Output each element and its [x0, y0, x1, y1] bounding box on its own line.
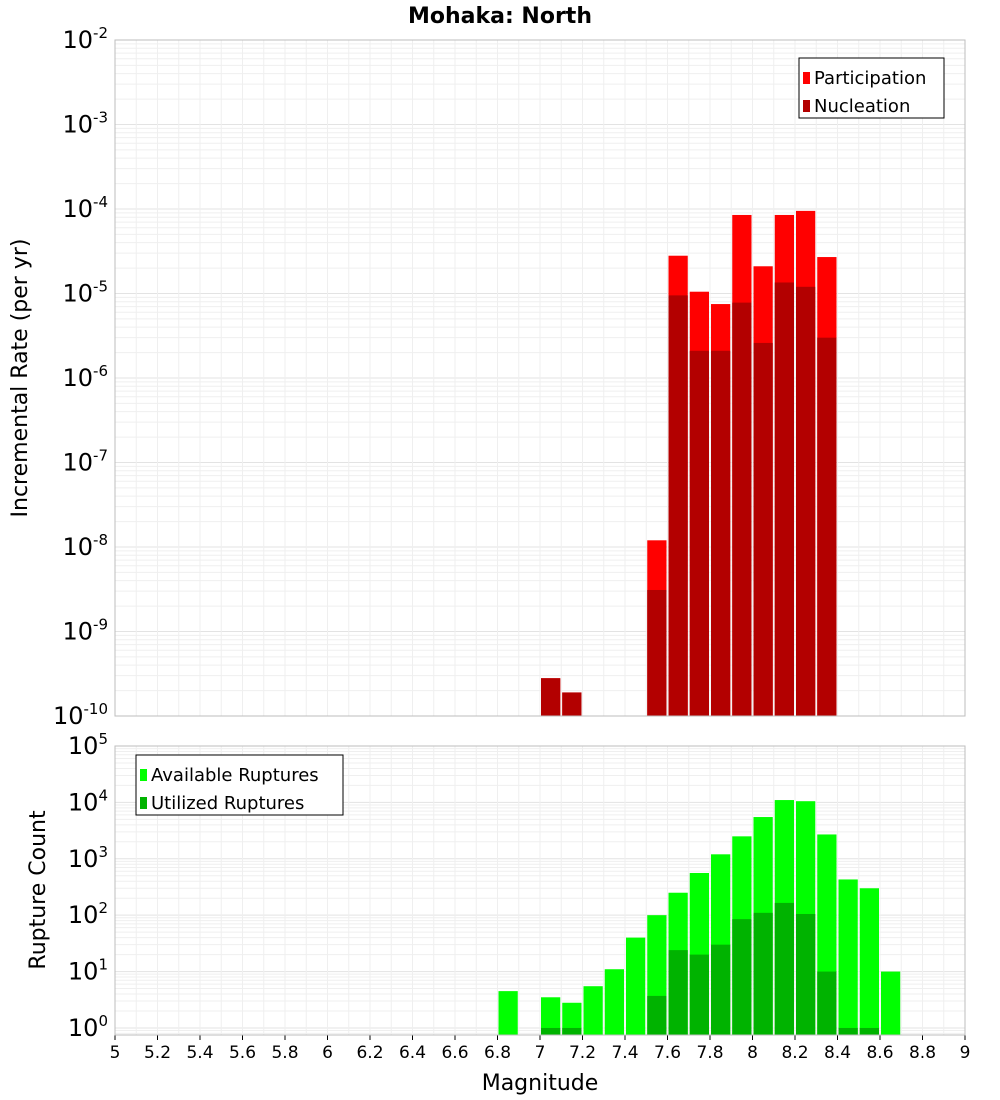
bottom-bar-b: [859, 1027, 879, 1035]
top-y-tick-label: 10-10: [53, 700, 108, 730]
x-tick-label: 5.4: [186, 1043, 213, 1063]
x-tick-label: 6.4: [399, 1043, 426, 1063]
bottom-bar-b: [668, 950, 688, 1035]
bottom-bar-b: [753, 912, 773, 1035]
top-bar-b: [647, 589, 667, 716]
x-tick-label: 7: [535, 1043, 546, 1063]
top-legend-swatch: [803, 72, 810, 84]
x-tick-label: 5.8: [271, 1043, 298, 1063]
top-y-tick-label: 10-9: [62, 616, 108, 646]
bottom-legend-label: Available Ruptures: [151, 765, 319, 786]
top-legend-swatch: [803, 100, 810, 112]
x-tick-label: 6.8: [484, 1043, 511, 1063]
bottom-y-tick-label: 104: [68, 786, 108, 816]
bottom-y-tick-label: 103: [68, 843, 108, 873]
top-bar-b: [753, 342, 773, 716]
bottom-bar-a: [859, 888, 879, 1035]
bottom-y-tick-label: 100: [68, 1012, 108, 1042]
x-tick-label: 6.6: [441, 1043, 468, 1063]
top-legend-label: Nucleation: [814, 96, 910, 117]
top-y-tick-label: 10-5: [62, 278, 108, 308]
x-tick-label: 8.2: [781, 1043, 808, 1063]
top-bar-b: [711, 350, 731, 716]
top-y-ticks: 10-2 10-3 10-4 10-5 10-6 10-7 10-8 10-9 10-10: [53, 24, 108, 730]
x-tick-label: 7.6: [654, 1043, 681, 1063]
bottom-bar-a: [881, 971, 901, 1035]
top-bar-b: [562, 692, 582, 716]
x-tick-label: 7.2: [569, 1043, 596, 1063]
bottom-bar-b: [838, 1027, 858, 1035]
top-bar-b: [817, 337, 837, 716]
bottom-y-tick-label: 101: [68, 956, 108, 986]
bottom-bar-a: [541, 997, 561, 1035]
top-bar-b: [541, 678, 561, 716]
bottom-legend: Available Ruptures Utilized Ruptures: [135, 754, 344, 816]
bottom-plot-area: [114, 745, 966, 1036]
bottom-bar-b: [711, 944, 731, 1035]
top-legend-label: Participation: [814, 68, 926, 89]
bottom-bar-a: [583, 986, 603, 1035]
top-bars: [541, 210, 837, 716]
bottom-bar-b: [647, 995, 667, 1035]
bottom-y-tick-label: 102: [68, 899, 108, 929]
bottom-bar-a: [626, 937, 646, 1035]
bottom-bar-a: [562, 1002, 582, 1035]
top-bar-b: [689, 350, 709, 716]
bottom-bar-b: [796, 913, 816, 1035]
x-tick-label: 9: [960, 1043, 971, 1063]
top-bar-b: [668, 295, 688, 716]
top-bar-b: [732, 302, 752, 716]
top-y-tick-label: 10-4: [62, 193, 108, 223]
x-tick-label: 5.6: [229, 1043, 256, 1063]
bottom-bar-b: [562, 1027, 582, 1035]
bottom-legend-label: Utilized Ruptures: [151, 793, 304, 814]
top-bar-b: [774, 282, 794, 716]
x-tick-label: 8: [747, 1043, 758, 1063]
top-bar-b: [796, 286, 816, 716]
x-ticks: 5 5.2 5.4 5.6 5.8 6 6.2 6.4 6.6 6.8 7 7.2 7.4 7.6 7.8 8…: [110, 1035, 971, 1063]
top-y-tick-label: 10-2: [62, 24, 108, 54]
bottom-legend-box: [135, 754, 344, 816]
x-axis-label: Magnitude: [482, 1071, 599, 1096]
bottom-bar-a: [604, 969, 624, 1035]
x-tick-label: 6: [322, 1043, 333, 1063]
bottom-y-tick-label: 105: [68, 730, 108, 760]
bottom-bar-a: [498, 991, 518, 1035]
x-tick-label: 5.2: [144, 1043, 171, 1063]
top-legend: Participation Nucleation: [798, 57, 945, 119]
top-y-tick-label: 10-6: [62, 362, 108, 392]
top-y-tick-label: 10-8: [62, 531, 108, 561]
top-y-axis-label: Incremental Rate (per yr): [8, 239, 33, 518]
top-y-tick-label: 10-3: [62, 109, 108, 139]
x-tick-label: 8.4: [824, 1043, 851, 1063]
top-grid: [114, 39, 966, 717]
bottom-bar-b: [541, 1027, 561, 1035]
bottom-bars: [498, 800, 901, 1035]
top-plot-area: [114, 39, 966, 717]
x-tick-label: 6.2: [356, 1043, 383, 1063]
x-tick-label: 7.8: [696, 1043, 723, 1063]
bottom-y-axis-label: Rupture Count: [26, 810, 51, 970]
top-y-tick-label: 10-7: [62, 447, 108, 477]
x-tick-label: 5: [110, 1043, 121, 1063]
bottom-bar-b: [774, 902, 794, 1035]
bottom-legend-swatch: [140, 797, 147, 809]
bottom-bar-b: [732, 919, 752, 1035]
bottom-bar-a: [838, 879, 858, 1035]
chart-title: Mohaka: North: [408, 4, 592, 29]
x-tick-label: 8.8: [909, 1043, 936, 1063]
top-legend-box: [798, 57, 945, 119]
x-tick-label: 8.6: [866, 1043, 893, 1063]
bottom-y-ticks: 105 104 103 102 101 100: [68, 730, 108, 1042]
bottom-bar-b: [817, 971, 837, 1035]
x-tick-label: 7.4: [611, 1043, 638, 1063]
bottom-legend-swatch: [140, 769, 147, 781]
bottom-bar-b: [689, 954, 709, 1035]
